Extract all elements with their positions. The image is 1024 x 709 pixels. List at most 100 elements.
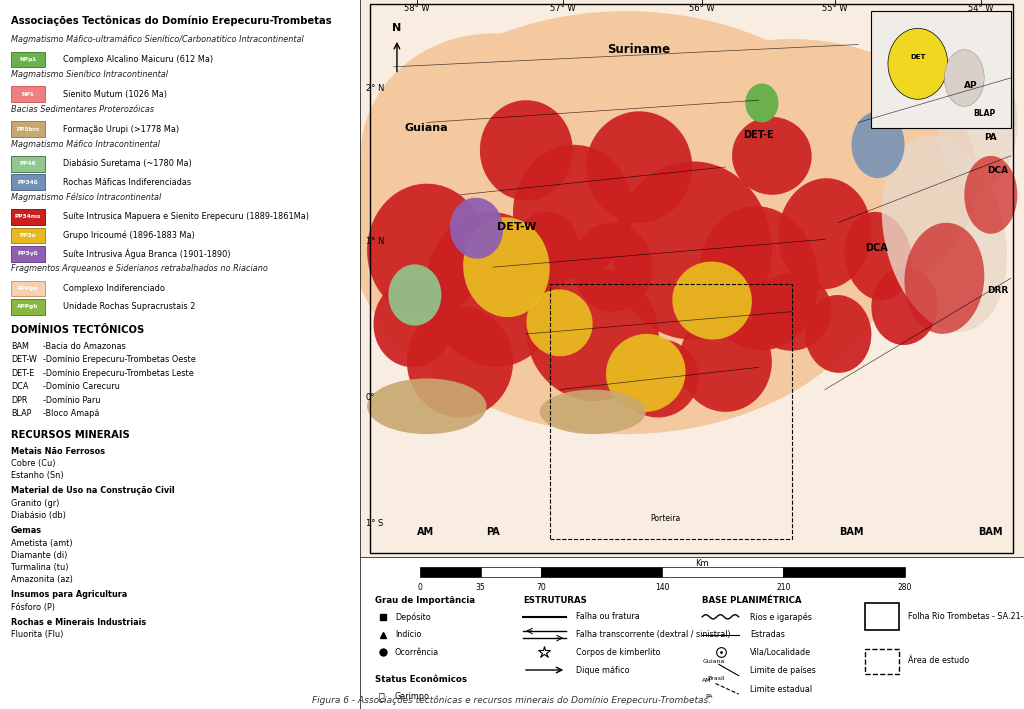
Ellipse shape (845, 212, 911, 300)
Text: PP34ms: PP34ms (14, 214, 41, 220)
Ellipse shape (620, 340, 698, 418)
Bar (11, 209, 45, 225)
Ellipse shape (586, 111, 692, 223)
Text: Ocorrência: Ocorrência (395, 648, 439, 657)
Text: 0: 0 (418, 583, 423, 592)
Text: Magmatismo Máfico-ultramáfico Sienítico/Carbonatítico Intracontinental: Magmatismo Máfico-ultramáfico Sienítico/… (11, 35, 303, 45)
Text: APPgn: APPgn (17, 286, 39, 291)
Text: Bacias Sedimentares Proterozóicas: Bacias Sedimentares Proterozóicas (11, 105, 154, 114)
Text: 58° W: 58° W (404, 4, 430, 13)
Text: BAM: BAM (840, 527, 863, 537)
Text: PP3brc: PP3brc (16, 126, 40, 132)
Bar (783, 567, 904, 577)
Ellipse shape (904, 223, 984, 334)
Text: Associações Tectônicas do Domínio Erepecuru-Trombetas: Associações Tectônicas do Domínio Erepec… (11, 16, 332, 26)
Text: Garimpo: Garimpo (395, 692, 430, 700)
Bar (360, 0, 1024, 557)
Bar (11, 281, 45, 296)
Text: 70: 70 (537, 583, 546, 592)
Text: BASE PLANIMÉTRICA: BASE PLANIMÉTRICA (702, 596, 802, 605)
Text: Falha ou fratura: Falha ou fratura (577, 613, 640, 621)
Bar (11, 52, 45, 67)
Ellipse shape (882, 135, 1007, 332)
Ellipse shape (698, 206, 818, 350)
Text: Fluorita (Flu): Fluorita (Flu) (11, 630, 63, 640)
Bar (550, 284, 792, 539)
Ellipse shape (513, 211, 580, 289)
Ellipse shape (888, 28, 947, 99)
Text: Magmatismo Máfico Intracontinental: Magmatismo Máfico Intracontinental (11, 140, 160, 149)
Text: DCA: DCA (987, 166, 1008, 174)
Text: Brasil: Brasil (708, 676, 725, 681)
Ellipse shape (673, 262, 752, 340)
Text: DET-E: DET-E (743, 130, 774, 140)
Text: DET-W: DET-W (11, 355, 37, 364)
Ellipse shape (374, 279, 454, 367)
Text: Suriname: Suriname (607, 43, 671, 56)
Text: NPµλ: NPµλ (19, 57, 37, 62)
Ellipse shape (540, 389, 646, 434)
Text: BLAP: BLAP (973, 109, 995, 118)
Ellipse shape (752, 273, 831, 351)
Text: Limite estadual: Limite estadual (750, 685, 812, 693)
Text: Fragmentos Arqueanos e Siderianos retrabalhados no Riaciano: Fragmentos Arqueanos e Siderianos retrab… (11, 264, 267, 274)
Ellipse shape (612, 162, 772, 340)
Ellipse shape (388, 264, 441, 325)
Text: -Bacia do Amazonas: -Bacia do Amazonas (43, 342, 126, 351)
Text: DET-W: DET-W (497, 222, 537, 232)
Text: PP34δ: PP34δ (17, 179, 38, 185)
Text: Rochas Máficas Indiferenciadas: Rochas Máficas Indiferenciadas (63, 178, 191, 186)
Bar (663, 567, 783, 577)
Text: Grau de Importância: Grau de Importância (375, 596, 475, 605)
Ellipse shape (938, 56, 1018, 189)
Ellipse shape (778, 178, 871, 289)
Text: Complexo Indiferenciado: Complexo Indiferenciado (63, 284, 165, 293)
Text: PA: PA (486, 527, 500, 537)
Ellipse shape (526, 267, 658, 401)
Text: Grupo Iricoumé (1896-1883 Ma): Grupo Iricoumé (1896-1883 Ma) (63, 230, 195, 240)
Text: Amazonita (az): Amazonita (az) (11, 575, 73, 584)
Ellipse shape (586, 256, 799, 390)
Text: Dique máfico: Dique máfico (577, 666, 630, 674)
Text: Rochas e Minerais Industriais: Rochas e Minerais Industriais (11, 618, 146, 627)
Ellipse shape (572, 223, 652, 311)
Text: PA: PA (706, 694, 713, 699)
Text: Fósforo (P): Fósforo (P) (11, 603, 55, 612)
Ellipse shape (526, 289, 593, 356)
Bar (864, 649, 899, 674)
Ellipse shape (407, 306, 513, 418)
Bar (871, 11, 1011, 128)
Text: Cobre (Cu): Cobre (Cu) (11, 459, 55, 469)
Text: 2° N: 2° N (366, 84, 384, 93)
Text: Indício: Indício (395, 630, 421, 639)
Text: Km: Km (695, 559, 710, 568)
Ellipse shape (360, 33, 626, 279)
Text: Vila/Localidade: Vila/Localidade (750, 648, 811, 657)
Text: Guiana: Guiana (404, 123, 449, 133)
Text: DCA: DCA (11, 382, 29, 391)
Text: PA: PA (984, 133, 997, 142)
Bar (371, 4, 1013, 553)
Text: 280: 280 (897, 583, 911, 592)
Text: PP3γδ: PP3γδ (17, 251, 38, 257)
Ellipse shape (367, 379, 486, 434)
Text: DRR: DRR (987, 286, 1008, 295)
Bar (11, 299, 45, 315)
Ellipse shape (732, 117, 812, 195)
Text: 1° N: 1° N (366, 237, 384, 245)
Text: Diamante (di): Diamante (di) (11, 551, 68, 560)
Bar (11, 156, 45, 172)
Text: PP46: PP46 (19, 161, 36, 167)
Ellipse shape (852, 111, 904, 178)
Text: 140: 140 (655, 583, 670, 592)
Ellipse shape (367, 184, 486, 317)
Text: AM: AM (702, 678, 712, 683)
Text: Magmatismo Félsico Intracontinental: Magmatismo Félsico Intracontinental (11, 193, 161, 202)
Text: Porteira: Porteira (650, 515, 681, 523)
Ellipse shape (606, 334, 685, 412)
Text: -Bloco Amapá: -Bloco Amapá (43, 409, 99, 418)
Text: Diabásio Suretama (~1780 Ma): Diabásio Suretama (~1780 Ma) (63, 160, 191, 168)
Bar (11, 174, 45, 190)
Ellipse shape (965, 156, 1018, 234)
Text: DOMÍNIOS TECTÔNICOS: DOMÍNIOS TECTÔNICOS (11, 325, 144, 335)
